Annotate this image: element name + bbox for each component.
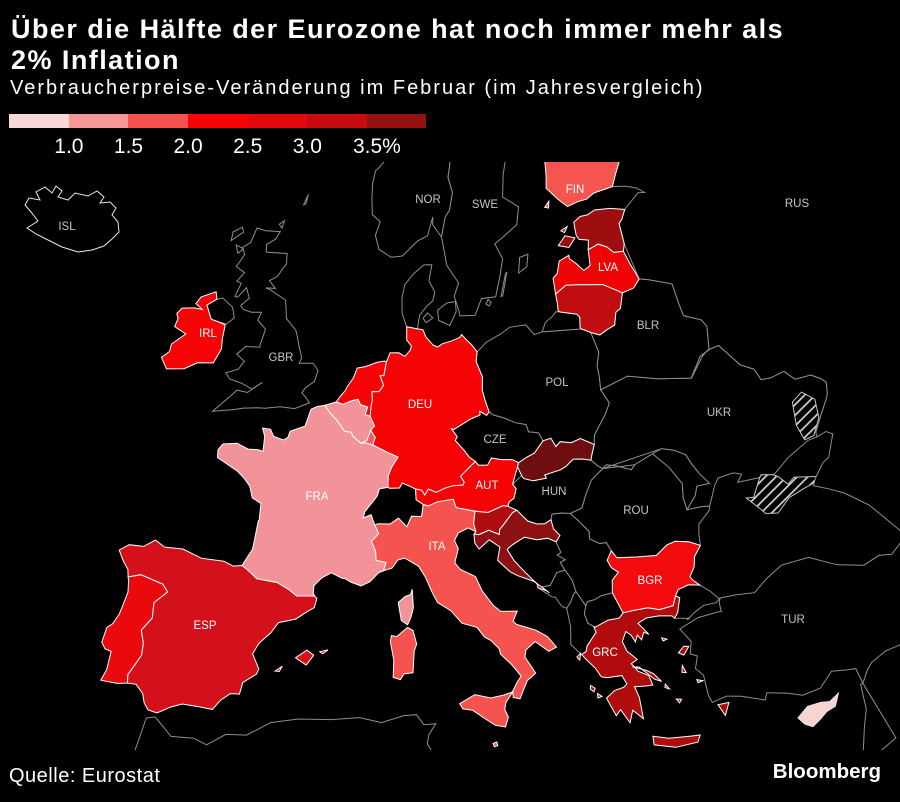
svg-text:FRA: FRA xyxy=(306,491,329,503)
svg-text:GBR: GBR xyxy=(269,352,294,364)
svg-text:TUR: TUR xyxy=(781,614,805,626)
svg-text:NOR: NOR xyxy=(415,194,441,206)
svg-text:HUN: HUN xyxy=(542,486,567,498)
svg-text:BLR: BLR xyxy=(637,320,659,332)
svg-text:POL: POL xyxy=(545,377,569,389)
svg-text:BGR: BGR xyxy=(638,575,663,587)
svg-text:FIN: FIN xyxy=(566,184,585,196)
svg-text:IRL: IRL xyxy=(199,328,218,340)
svg-text:ISL: ISL xyxy=(58,221,76,233)
svg-text:LVA: LVA xyxy=(598,262,618,274)
svg-text:UKR: UKR xyxy=(707,407,731,419)
svg-text:DEU: DEU xyxy=(408,399,432,411)
svg-text:ITA: ITA xyxy=(428,541,445,553)
svg-text:ESP: ESP xyxy=(193,620,216,632)
svg-text:CZE: CZE xyxy=(484,434,507,446)
svg-text:AUT: AUT xyxy=(476,480,499,492)
svg-text:ROU: ROU xyxy=(623,505,649,517)
svg-text:GRC: GRC xyxy=(592,647,618,659)
svg-text:SWE: SWE xyxy=(472,199,499,211)
svg-text:RUS: RUS xyxy=(785,198,810,210)
